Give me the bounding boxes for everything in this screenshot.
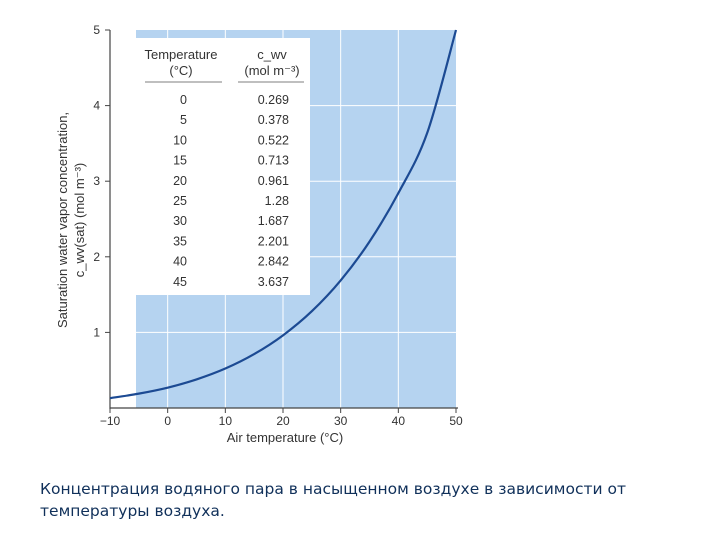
table-cell-temperature: 15 (173, 154, 187, 168)
table-header-cwv: c_wv (257, 47, 287, 62)
y-axis-title-line1: Saturation water vapor concentration, (55, 112, 70, 328)
table-cell-temperature: 25 (173, 194, 187, 208)
x-tick-label: 10 (219, 414, 233, 428)
table-cell-temperature: 10 (173, 133, 187, 147)
x-tick-label: 0 (164, 414, 171, 428)
saturation-curve (109, 29, 458, 400)
table-cell-cwv: 1.687 (258, 214, 289, 228)
table-cell-cwv: 2.201 (258, 234, 289, 248)
data-table: Temperature(°C) c_wv(mol m⁻³) 0 0.269 5 0.378… (136, 38, 310, 295)
table-header-temperature: Temperature (145, 47, 218, 62)
x-tick-label: −10 (100, 414, 121, 428)
table-cell-temperature: 35 (173, 234, 187, 248)
table-cell-cwv: 0.713 (258, 154, 289, 168)
y-axis-title-line2: c_wv(sat) (mol m⁻³) (72, 163, 87, 277)
y-tick-label: 3 (93, 174, 100, 188)
y-tick-label: 5 (93, 23, 100, 37)
table-cell-cwv: 0.269 (258, 93, 289, 107)
y-axis-ticks: 1 2 3 4 5 (93, 23, 110, 339)
figure-caption: Концентрация водяного пара в насыщенном … (40, 480, 627, 520)
x-tick-label: 30 (334, 414, 348, 428)
table-cell-temperature: 20 (173, 174, 187, 188)
table-cell-temperature: 30 (173, 214, 187, 228)
table-cell-cwv: 1.28 (265, 194, 289, 208)
table-cell-temperature: 0 (180, 93, 187, 107)
table-cell-cwv: 0.378 (258, 113, 289, 127)
table-cell-cwv: 0.522 (258, 133, 289, 147)
x-axis-title: Air temperature (°C) (227, 430, 343, 445)
table-header-cwv-unit: (mol m⁻³) (244, 63, 299, 78)
table-header-temperature-unit: (°C) (169, 63, 192, 78)
x-axis-ticks: −10 0 10 20 30 40 50 (100, 408, 463, 428)
y-axis-title: Saturation water vapor concentration, c_w… (55, 112, 87, 328)
table-cell-cwv: 0.961 (258, 174, 289, 188)
y-tick-label: 2 (93, 250, 100, 264)
table-cell-temperature: 5 (180, 113, 187, 127)
table-background (136, 38, 310, 295)
y-tick-label: 4 (93, 99, 100, 113)
x-tick-label: 50 (449, 414, 463, 428)
x-tick-label: 40 (392, 414, 406, 428)
y-tick-label: 1 (93, 325, 100, 339)
table-cell-temperature: 45 (173, 275, 187, 289)
table-cell-temperature: 40 (173, 255, 187, 269)
table-cell-cwv: 2.842 (258, 255, 289, 269)
table-cell-cwv: 3.637 (258, 275, 289, 289)
x-tick-label: 20 (276, 414, 290, 428)
